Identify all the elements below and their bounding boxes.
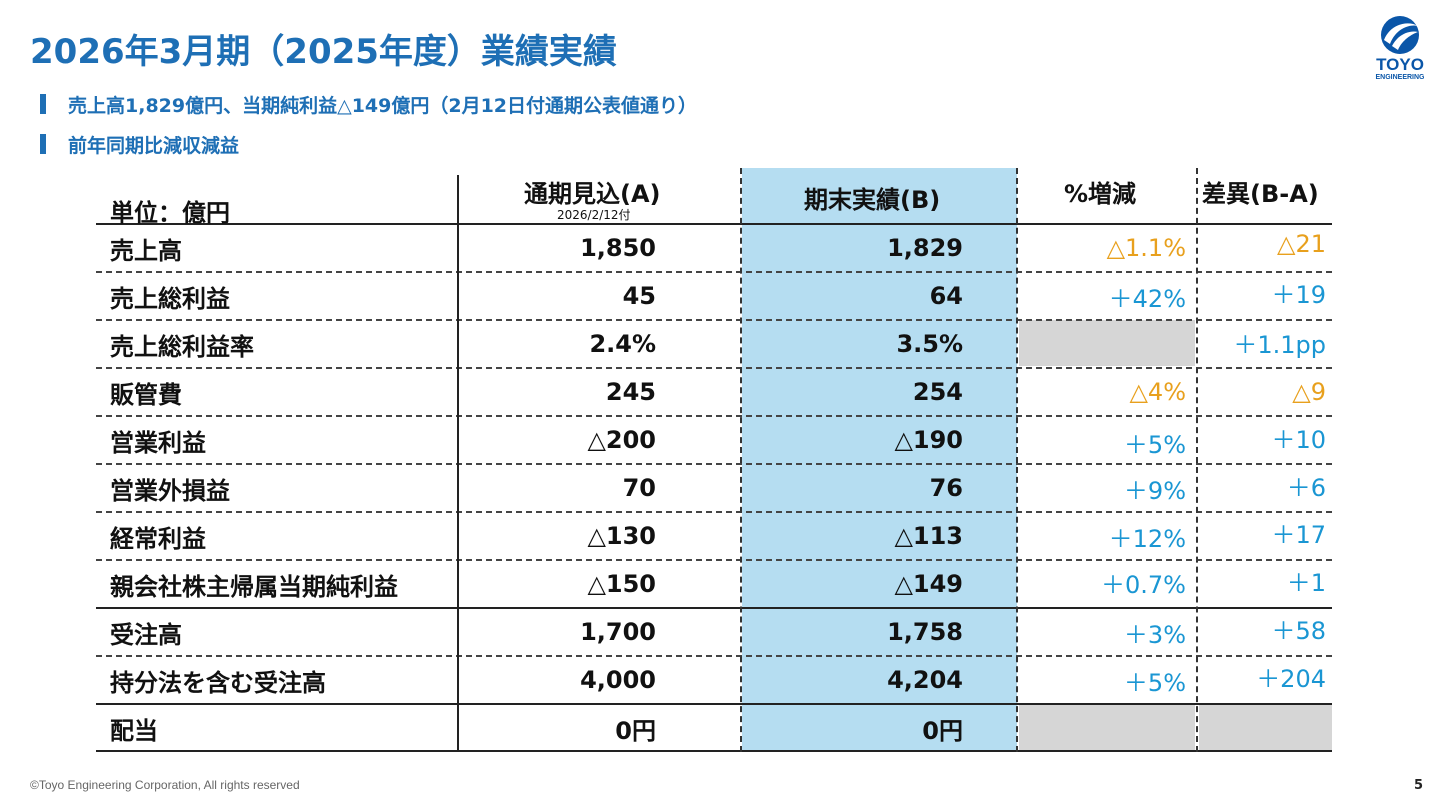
- blank-cell: [1199, 705, 1332, 751]
- difference-value: △9: [1292, 378, 1326, 406]
- bullet-mark: [40, 134, 46, 154]
- row-label: 営業外損益: [110, 476, 230, 505]
- header-forecast: 通期見込(A): [524, 180, 661, 208]
- forecast-value: 45: [622, 282, 656, 310]
- forecast-value: △150: [587, 570, 656, 598]
- forecast-value: 4,000: [580, 666, 656, 694]
- column-divider: [1016, 168, 1018, 752]
- actual-value: 0円: [922, 716, 963, 745]
- forecast-value: 70: [622, 474, 656, 502]
- column-divider: [740, 168, 742, 752]
- actual-value: △113: [894, 522, 963, 550]
- row-label: 売上高: [110, 236, 182, 265]
- difference-value: ＋10: [1271, 425, 1326, 454]
- pct-change-value: ＋42%: [1108, 284, 1186, 313]
- header-pct-change: %増減: [1064, 180, 1137, 208]
- actual-value: 76: [929, 474, 963, 502]
- row-label: 経常利益: [110, 524, 206, 553]
- difference-value: ＋1.1pp: [1233, 330, 1326, 359]
- difference-value: ＋17: [1271, 520, 1326, 549]
- pct-change-value: ＋9%: [1123, 476, 1186, 505]
- row-label: 持分法を含む受注高: [110, 668, 326, 697]
- actual-value: 1,758: [887, 618, 963, 646]
- forecast-value: 0円: [615, 716, 656, 745]
- pct-change-value: △4%: [1129, 378, 1186, 406]
- difference-value: ＋1: [1286, 568, 1326, 597]
- actual-value: △190: [894, 426, 963, 454]
- pct-change-value: ＋5%: [1123, 430, 1186, 459]
- section-rule: [96, 703, 1332, 705]
- bullet-text: 前年同期比減収減益: [68, 134, 240, 157]
- actual-value: 4,204: [887, 666, 963, 694]
- forecast-value: △130: [587, 522, 656, 550]
- pct-change-value: ＋0.7%: [1101, 570, 1186, 599]
- forecast-value: 1,700: [580, 618, 656, 646]
- row-label: 親会社株主帰属当期純利益: [110, 572, 398, 601]
- copyright-footer: ©Toyo Engineering Corporation, All right…: [30, 778, 300, 792]
- difference-value: ＋204: [1256, 664, 1326, 693]
- pct-change-value: ＋5%: [1123, 668, 1186, 697]
- toyo-globe-icon: [1381, 16, 1419, 54]
- pct-change-value: ＋3%: [1123, 620, 1186, 649]
- logo-wordmark: TOYO: [1376, 55, 1424, 74]
- row-label: 受注高: [110, 620, 182, 649]
- difference-value: ＋58: [1271, 616, 1326, 645]
- difference-value: ＋6: [1286, 473, 1326, 502]
- header-difference: 差異(B-A): [1202, 180, 1319, 208]
- row-divider: [96, 511, 1332, 513]
- row-label: 配当: [110, 716, 158, 745]
- column-divider: [1196, 168, 1198, 752]
- forecast-value: 245: [605, 378, 656, 406]
- bullet-summary: 売上高1,829億円、当期純利益△149億円（2月12日付通期公表値通り）: [40, 92, 698, 117]
- logo-subtext: ENGINEERING: [1375, 74, 1425, 81]
- pct-change-value: △1.1%: [1106, 234, 1186, 262]
- column-divider: [457, 175, 459, 752]
- toyo-logo: TOYO ENGINEERING: [1368, 14, 1432, 86]
- page-title: 2026年3月期（2025年度）業績実績: [30, 32, 617, 72]
- row-label: 営業利益: [110, 428, 206, 457]
- row-divider: [96, 559, 1332, 561]
- difference-value: ＋19: [1271, 280, 1326, 309]
- pct-change-value: ＋12%: [1108, 524, 1186, 553]
- blank-cell: [1019, 705, 1195, 751]
- bullet-comparison: 前年同期比減収減益: [40, 132, 240, 157]
- header-actual: 期末実績(B): [804, 186, 941, 214]
- section-rule: [96, 607, 1332, 609]
- header-unit: 単位：億円: [110, 199, 230, 227]
- header-forecast-date: 2026/2/12付: [557, 208, 631, 222]
- actual-value: 3.5%: [896, 330, 963, 358]
- actual-value: 64: [929, 282, 963, 310]
- actual-column-highlight: [742, 168, 1017, 752]
- row-label: 売上総利益: [110, 284, 230, 313]
- row-divider: [96, 415, 1332, 417]
- blank-cell: [1019, 320, 1195, 366]
- actual-value: 1,829: [887, 234, 963, 262]
- row-divider: [96, 367, 1332, 369]
- row-label: 販管費: [110, 380, 182, 409]
- table-bottom-rule: [96, 750, 1332, 752]
- page-number: 5: [1414, 778, 1424, 793]
- forecast-value: 2.4%: [589, 330, 656, 358]
- header-rule: [96, 223, 1332, 225]
- actual-value: 254: [912, 378, 963, 406]
- actual-value: △149: [894, 570, 963, 598]
- bullet-text: 売上高1,829億円、当期純利益△149億円（2月12日付通期公表値通り）: [68, 94, 698, 117]
- pct-change-value: [1020, 320, 1186, 368]
- forecast-value: 1,850: [580, 234, 656, 262]
- row-divider: [96, 271, 1332, 273]
- row-divider: [96, 463, 1332, 465]
- row-divider: [96, 319, 1332, 321]
- difference-value: △21: [1277, 230, 1326, 258]
- row-label: 売上総利益率: [110, 332, 254, 361]
- row-divider: [96, 655, 1332, 657]
- bullet-mark: [40, 94, 46, 114]
- forecast-value: △200: [587, 426, 656, 454]
